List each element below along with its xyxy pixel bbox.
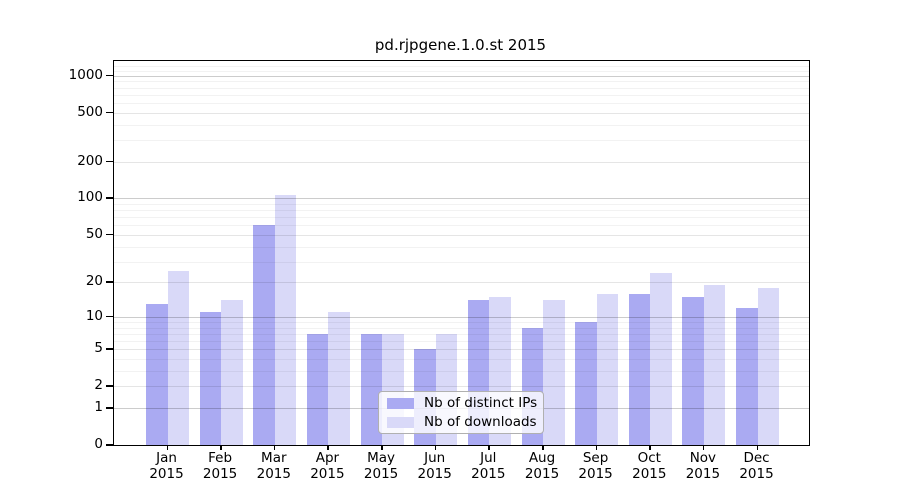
y-tick-mark bbox=[106, 111, 113, 114]
legend-label-distinct-ips: Nb of distinct IPs bbox=[424, 395, 538, 411]
y-tick-label: 500 bbox=[77, 103, 103, 120]
bar-downloads-nov bbox=[703, 284, 726, 445]
legend: Nb of distinct IPs Nb of downloads bbox=[378, 391, 544, 434]
x-tick-label-feb: Feb 2015 bbox=[202, 450, 238, 482]
bar-downloads-oct bbox=[650, 273, 672, 445]
x-tick-mark bbox=[595, 445, 598, 450]
bar-distinct-ips-nov bbox=[682, 296, 704, 445]
bar-downloads-jan bbox=[167, 270, 189, 445]
bar-downloads-dec bbox=[757, 287, 779, 445]
x-tick-label-oct: Oct 2015 bbox=[632, 450, 667, 482]
bar-downloads-mar bbox=[274, 194, 297, 445]
x-tick-label-aug: Aug 2015 bbox=[524, 450, 560, 482]
bar-downloads-feb bbox=[221, 300, 243, 445]
bar-distinct-ips-jan bbox=[146, 304, 168, 445]
x-tick-mark bbox=[166, 445, 169, 450]
x-tick-label-jul: Jul 2015 bbox=[471, 450, 506, 482]
x-tick-mark bbox=[649, 445, 651, 450]
y-tick-mark bbox=[106, 233, 113, 236]
y-tick-label: 200 bbox=[77, 152, 103, 169]
y-axis-labels: 0 1 2 5 10 20 50 100 200 500 1000 bbox=[0, 60, 103, 452]
bar-downloads-apr bbox=[328, 312, 350, 445]
y-tick-mark bbox=[106, 385, 113, 387]
bar-distinct-ips-apr bbox=[306, 333, 329, 445]
y-tick-label: 2 bbox=[94, 377, 103, 394]
bar-distinct-ips-sep bbox=[575, 322, 597, 445]
x-tick-mark bbox=[220, 445, 222, 450]
bar-distinct-ips-mar bbox=[253, 224, 275, 445]
y-tick-mark bbox=[106, 348, 113, 350]
x-tick-mark bbox=[434, 445, 437, 450]
bar-distinct-ips-may bbox=[360, 333, 383, 445]
x-tick-label-nov: Nov 2015 bbox=[685, 450, 721, 482]
y-tick-label: 10 bbox=[85, 307, 103, 324]
legend-item-downloads: Nb of downloads bbox=[387, 414, 543, 430]
y-tick-label: 1000 bbox=[68, 66, 103, 83]
y-tick-mark bbox=[106, 444, 113, 446]
bar-distinct-ips-dec bbox=[736, 307, 758, 445]
x-tick-mark bbox=[756, 445, 759, 450]
legend-swatch-downloads bbox=[387, 416, 414, 428]
y-tick-label: 50 bbox=[85, 225, 103, 242]
y-tick-label: 0 bbox=[94, 436, 103, 452]
bar-distinct-ips-feb bbox=[199, 312, 222, 445]
y-tick-mark bbox=[106, 197, 113, 199]
x-tick-mark bbox=[327, 445, 329, 450]
y-axis-tick-marks bbox=[106, 60, 113, 446]
legend-label-downloads: Nb of downloads bbox=[424, 414, 537, 430]
x-tick-mark bbox=[381, 445, 383, 450]
x-tick-mark bbox=[542, 445, 544, 450]
x-tick-mark bbox=[488, 445, 490, 450]
bar-downloads-aug bbox=[543, 300, 565, 445]
x-tick-label-sep: Sep 2015 bbox=[578, 450, 613, 482]
x-tick-label-apr: Apr 2015 bbox=[310, 450, 345, 482]
y-tick-mark bbox=[106, 407, 113, 409]
bar-distinct-ips-oct bbox=[628, 293, 651, 445]
y-tick-label: 1 bbox=[94, 399, 103, 415]
x-tick-label-jun: Jun 2015 bbox=[417, 450, 452, 482]
x-tick-label-jan: Jan 2015 bbox=[149, 450, 184, 482]
x-tick-label-dec: Dec 2015 bbox=[739, 450, 774, 482]
y-tick-mark bbox=[106, 315, 113, 318]
y-tick-mark bbox=[106, 160, 113, 163]
x-tick-label-may: May 2015 bbox=[363, 450, 399, 482]
y-tick-label: 5 bbox=[94, 340, 103, 357]
y-tick-mark bbox=[106, 281, 113, 283]
bars-layer bbox=[114, 61, 809, 445]
y-tick-label: 20 bbox=[85, 273, 103, 290]
x-axis-labels: Jan 2015 Feb 2015 Mar 2015 Apr 2015 May 2015 Jun 20… bbox=[113, 450, 808, 490]
chart-title: pd.rjpgene.1.0.st 2015 bbox=[374, 36, 547, 54]
y-tick-label: 100 bbox=[77, 189, 103, 206]
x-tick-label-mar: Mar 2015 bbox=[256, 450, 291, 482]
y-tick-mark bbox=[106, 74, 113, 77]
legend-item-distinct-ips: Nb of distinct IPs bbox=[387, 395, 543, 411]
x-tick-mark bbox=[273, 445, 276, 450]
plot-area bbox=[113, 60, 810, 446]
legend-swatch-distinct-ips bbox=[387, 397, 414, 409]
x-axis-tick-marks bbox=[113, 445, 808, 451]
bar-downloads-sep bbox=[596, 293, 619, 445]
x-tick-mark bbox=[702, 445, 705, 450]
